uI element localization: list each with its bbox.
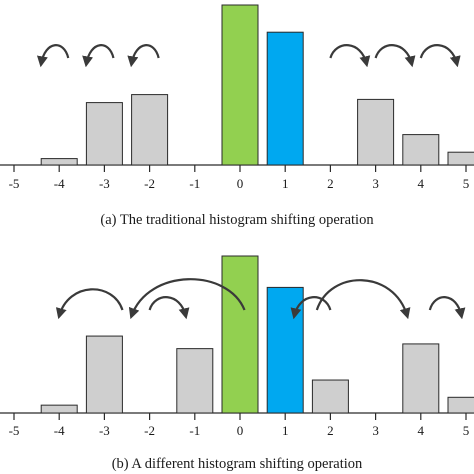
- tick-label-0: 0: [237, 176, 244, 191]
- bar-0: [221, 255, 259, 414]
- tick-label--5: -5: [9, 176, 20, 191]
- tick-label-4: 4: [418, 423, 425, 438]
- bar-5: [447, 151, 474, 166]
- bar-3: [357, 98, 395, 166]
- bar-4: [402, 343, 440, 414]
- shift-arrow: [428, 296, 466, 320]
- tick-label--2: -2: [144, 176, 155, 191]
- tick-label-5: 5: [463, 423, 470, 438]
- caption-a: (a) The traditional histogram shifting o…: [100, 212, 374, 228]
- shift-arrow: [374, 44, 416, 68]
- tick-label-1: 1: [282, 423, 289, 438]
- bar-2: [311, 379, 349, 414]
- bar-1: [266, 31, 304, 166]
- shift-arrow: [290, 296, 332, 320]
- panel-b: -5 -4 -3 -2 -1 0 1 2 3 4 5: [0, 255, 474, 438]
- bar-5: [447, 396, 474, 414]
- bar-4: [402, 134, 440, 166]
- tick-label--3: -3: [99, 423, 110, 438]
- shift-arrow: [127, 44, 160, 68]
- shift-arrow: [55, 288, 124, 320]
- tick-label--4: -4: [54, 423, 65, 438]
- tick-label-1: 1: [282, 176, 289, 191]
- tick-label-5: 5: [463, 176, 470, 191]
- tick-label-2: 2: [327, 176, 334, 191]
- tick-label--5: -5: [9, 423, 20, 438]
- shift-arrow: [315, 279, 411, 320]
- tick-label-4: 4: [418, 176, 425, 191]
- panel-a: -5 -4 -3 -2 -1 0 1 2 3 4 5: [0, 4, 474, 191]
- bar--3: [85, 102, 123, 166]
- shift-arrow: [419, 44, 461, 68]
- bar--1: [176, 348, 214, 414]
- bar--2: [131, 94, 169, 166]
- tick-label-3: 3: [372, 423, 379, 438]
- shift-arrow: [329, 44, 371, 68]
- bar--4: [40, 158, 78, 166]
- shift-arrow: [82, 44, 115, 68]
- shift-arrow: [128, 278, 246, 320]
- tick-label--2: -2: [144, 423, 155, 438]
- tick-label--4: -4: [54, 176, 65, 191]
- tick-label--3: -3: [99, 176, 110, 191]
- tick-label--1: -1: [189, 423, 200, 438]
- bar-0: [221, 4, 259, 166]
- bar--3: [85, 335, 123, 414]
- tick-label-3: 3: [372, 176, 379, 191]
- tick-label--1: -1: [189, 176, 200, 191]
- caption-b: (b) A different histogram shifting opera…: [112, 456, 363, 472]
- bar--4: [40, 404, 78, 414]
- tick-label-0: 0: [237, 423, 244, 438]
- shift-arrow: [148, 296, 190, 320]
- shift-arrow: [36, 44, 70, 68]
- tick-label-2: 2: [327, 423, 334, 438]
